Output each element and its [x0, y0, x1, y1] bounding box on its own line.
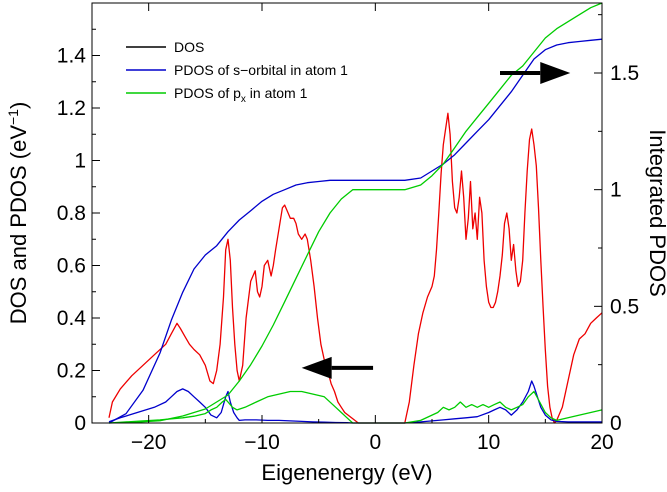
y-left-tick-label: 1.4	[57, 45, 87, 68]
series-line-1	[108, 380, 602, 424]
series-line-3	[108, 38, 603, 424]
x-axis-title: Eigenenergy (eV)	[261, 460, 432, 485]
series-line-4	[108, 2, 603, 424]
y-left-tick-label: 1.2	[57, 97, 86, 120]
x-tick-label: 0	[369, 431, 381, 454]
x-tick-label: −10	[244, 431, 280, 454]
arrow-head-right	[540, 62, 571, 84]
y-left-title-main: DOS and PDOS (eV	[6, 125, 31, 325]
y-left-tick-label: 0.4	[57, 307, 87, 330]
y-left-tick-label: 0.2	[57, 360, 86, 383]
y-right-axis-title: Integrated PDOS	[645, 129, 667, 297]
y-left-axis-title: DOS and PDOS (eV−1)	[5, 102, 31, 325]
y-left-tick-label: 0	[74, 412, 86, 435]
arrow-head-left	[301, 356, 332, 379]
series-line-0	[108, 112, 603, 424]
y-left-title-close: )	[6, 102, 31, 109]
legend-label-px-tail: in atom 1	[246, 85, 308, 101]
legend-label-s-orbital: PDOS of s−orbital in atom 1	[174, 62, 348, 78]
y-left-tick-label: 0.8	[57, 202, 86, 225]
legend: DOS PDOS of s−orbital in atom 1 PDOS of …	[126, 39, 348, 105]
y-left-tick-label: 0.6	[57, 255, 86, 278]
y-right-tick-label: 1.5	[610, 62, 639, 85]
y-right-tick-label: 0.5	[610, 295, 639, 318]
y-right-tick-label: 0	[610, 412, 622, 435]
legend-label-px-sub: x	[241, 94, 246, 105]
x-tick-label: 20	[590, 431, 613, 454]
y-right-tick-label: 1	[610, 179, 622, 202]
x-tick-label: 10	[477, 431, 500, 454]
series-line-2	[108, 390, 603, 424]
y-left-title-sup: −1	[5, 109, 21, 125]
legend-label-px-main: PDOS of p	[174, 85, 241, 101]
x-tick-label: −20	[131, 431, 167, 454]
legend-label-dos: DOS	[174, 39, 204, 55]
series-layer	[108, 2, 603, 424]
arrow-layer	[301, 62, 571, 379]
legend-label-px: PDOS of px in atom 1	[174, 85, 308, 105]
y-left-tick-label: 1	[74, 150, 86, 173]
